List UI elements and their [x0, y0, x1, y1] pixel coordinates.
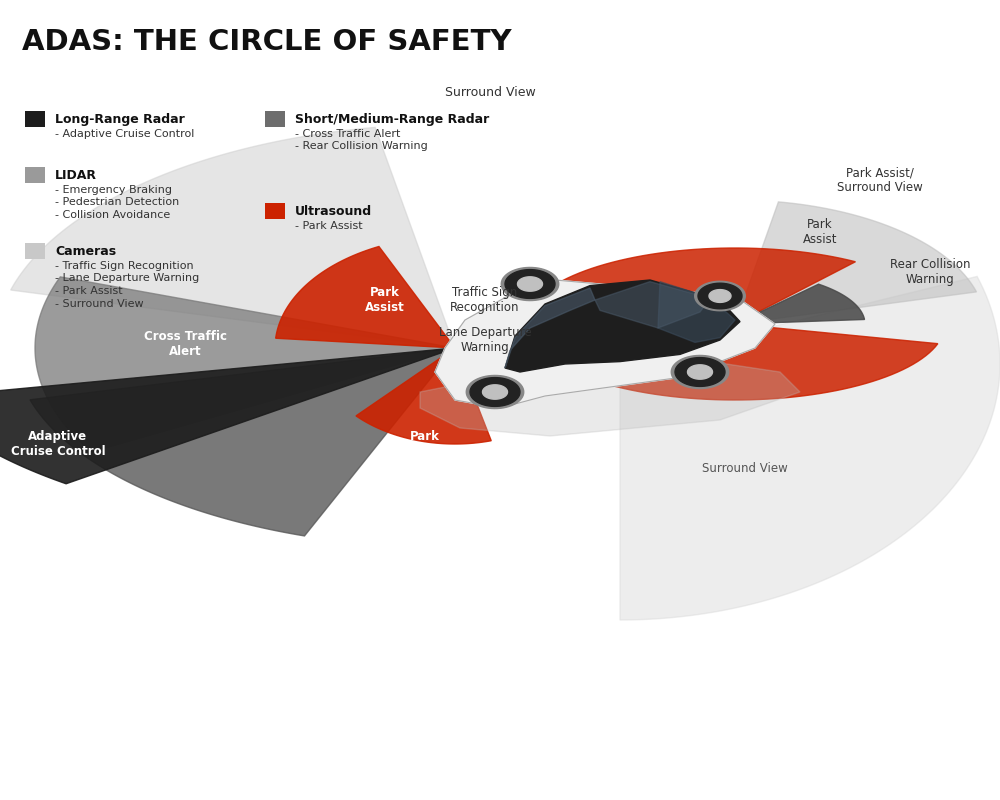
Text: Park Assist/
Surround View: Park Assist/ Surround View — [837, 166, 923, 194]
Text: - Collision Avoidance: - Collision Avoidance — [55, 210, 170, 220]
Polygon shape — [735, 202, 976, 324]
Text: - Park Assist: - Park Assist — [55, 286, 123, 296]
Polygon shape — [675, 358, 725, 386]
Polygon shape — [470, 378, 520, 406]
Text: Emergency Breaking
Pedestrian Detection
Collision Avoidance: Emergency Breaking Pedestrian Detection … — [175, 574, 315, 618]
Text: - Cross Traffic Alert: - Cross Traffic Alert — [295, 129, 400, 138]
Text: Short/Medium-Range Radar: Short/Medium-Range Radar — [295, 113, 489, 126]
Polygon shape — [466, 375, 524, 409]
Polygon shape — [420, 360, 800, 436]
Polygon shape — [698, 283, 742, 309]
Polygon shape — [505, 270, 555, 298]
Text: - Rear Collision Warning: - Rear Collision Warning — [295, 142, 428, 151]
Polygon shape — [276, 246, 455, 348]
Polygon shape — [595, 282, 710, 328]
Polygon shape — [435, 280, 775, 408]
Text: - Pedestrian Detection: - Pedestrian Detection — [55, 198, 179, 207]
Polygon shape — [356, 348, 491, 444]
Polygon shape — [501, 267, 559, 301]
FancyBboxPatch shape — [25, 111, 45, 127]
Polygon shape — [505, 288, 595, 368]
Text: - Park Assist: - Park Assist — [295, 221, 363, 230]
Polygon shape — [709, 290, 731, 302]
Polygon shape — [30, 348, 455, 536]
Text: Park
Assist: Park Assist — [803, 218, 837, 246]
Polygon shape — [735, 284, 865, 324]
Polygon shape — [518, 277, 542, 291]
Text: - Lane Departure Warning: - Lane Departure Warning — [55, 274, 199, 283]
Text: Surround View: Surround View — [702, 462, 788, 474]
Text: Lane Departure
Warning: Lane Departure Warning — [439, 326, 531, 354]
Text: ADAS: THE CIRCLE OF SAFETY: ADAS: THE CIRCLE OF SAFETY — [22, 28, 512, 56]
Text: Cross Traffic
Alert: Cross Traffic Alert — [144, 330, 226, 358]
Text: Cameras: Cameras — [55, 245, 116, 258]
Polygon shape — [658, 282, 735, 342]
Text: Park
Assist: Park Assist — [405, 430, 445, 458]
Text: Ultrasound: Ultrasound — [295, 205, 372, 218]
Text: Traffic Sign
Recognition: Traffic Sign Recognition — [450, 286, 520, 314]
Text: - Traffic Sign Recognition: - Traffic Sign Recognition — [55, 261, 194, 270]
Text: Adaptive
Cruise Control: Adaptive Cruise Control — [11, 430, 105, 458]
FancyBboxPatch shape — [265, 203, 285, 219]
Polygon shape — [525, 248, 938, 400]
Text: - Emergency Braking: - Emergency Braking — [55, 185, 172, 194]
FancyBboxPatch shape — [25, 243, 45, 259]
FancyBboxPatch shape — [25, 167, 45, 183]
Polygon shape — [11, 127, 455, 348]
Text: Park
Assist: Park Assist — [365, 286, 405, 314]
Polygon shape — [620, 277, 1000, 620]
Text: Surround View: Surround View — [445, 86, 535, 98]
Text: - Surround View: - Surround View — [55, 299, 144, 309]
Polygon shape — [695, 282, 745, 310]
Polygon shape — [505, 280, 740, 372]
Text: Long-Range Radar: Long-Range Radar — [55, 113, 185, 126]
Polygon shape — [35, 277, 455, 452]
Text: - Adaptive Cruise Control: - Adaptive Cruise Control — [55, 129, 194, 138]
Text: Rear Collision
Warning: Rear Collision Warning — [890, 258, 970, 286]
Polygon shape — [483, 385, 507, 399]
Polygon shape — [688, 365, 712, 379]
Polygon shape — [671, 355, 729, 389]
Polygon shape — [0, 348, 455, 484]
FancyBboxPatch shape — [265, 111, 285, 127]
Text: LIDAR: LIDAR — [55, 169, 97, 182]
